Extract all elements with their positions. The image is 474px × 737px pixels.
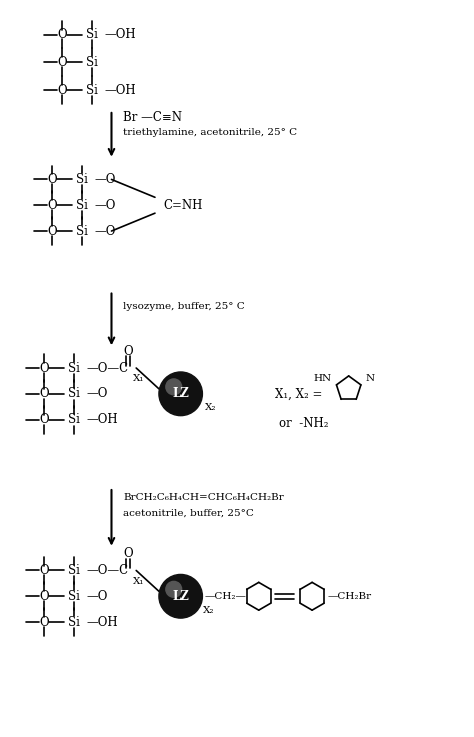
Text: O: O	[39, 362, 49, 374]
Text: —O: —O	[87, 590, 108, 603]
Text: BrCH₂C₆H₄CH=CHC₆H₄CH₂Br: BrCH₂C₆H₄CH=CHC₆H₄CH₂Br	[123, 492, 284, 501]
Text: LZ: LZ	[172, 388, 189, 400]
Text: —OH: —OH	[87, 615, 118, 629]
Text: —CH₂Br: —CH₂Br	[328, 592, 372, 601]
Text: Si: Si	[76, 199, 88, 212]
Text: or  -NH₂: or -NH₂	[280, 417, 329, 430]
Circle shape	[159, 574, 202, 618]
Text: —O: —O	[95, 199, 116, 212]
Text: C=NH: C=NH	[164, 199, 203, 212]
Text: —OH: —OH	[87, 413, 118, 426]
Text: Si: Si	[76, 225, 88, 237]
Text: O: O	[47, 199, 57, 212]
Text: Si: Si	[68, 615, 80, 629]
Text: O: O	[57, 28, 67, 41]
Text: O: O	[123, 345, 133, 357]
Text: —OH: —OH	[105, 28, 136, 41]
Text: Br —C≡N: Br —C≡N	[123, 111, 182, 125]
Text: HN: HN	[314, 374, 332, 383]
Text: —O—C: —O—C	[87, 564, 129, 577]
Text: Si: Si	[68, 413, 80, 426]
Text: Si: Si	[76, 173, 88, 186]
Text: —CH₂—: —CH₂—	[204, 592, 246, 601]
Text: O: O	[47, 225, 57, 237]
Circle shape	[166, 379, 182, 395]
Text: N: N	[365, 374, 374, 383]
Text: lysozyme, buffer, 25° C: lysozyme, buffer, 25° C	[123, 302, 245, 311]
Text: —O: —O	[95, 173, 116, 186]
Text: X₂: X₂	[205, 403, 217, 412]
Text: O: O	[123, 547, 133, 560]
Text: Si: Si	[68, 590, 80, 603]
Circle shape	[159, 372, 202, 416]
Text: acetonitrile, buffer, 25°C: acetonitrile, buffer, 25°C	[123, 509, 254, 517]
Text: O: O	[57, 83, 67, 97]
Text: X₁: X₁	[133, 577, 145, 586]
Text: —OH: —OH	[105, 83, 136, 97]
Text: LZ: LZ	[172, 590, 189, 603]
Text: —O—C: —O—C	[87, 362, 129, 374]
Text: —O: —O	[87, 388, 108, 400]
Text: Si: Si	[86, 28, 98, 41]
Text: O: O	[39, 413, 49, 426]
Text: O: O	[39, 564, 49, 577]
Text: X₁: X₁	[133, 374, 145, 383]
Text: O: O	[39, 590, 49, 603]
Text: Si: Si	[86, 56, 98, 69]
Text: triethylamine, acetonitrile, 25° C: triethylamine, acetonitrile, 25° C	[123, 128, 298, 137]
Text: O: O	[57, 56, 67, 69]
Circle shape	[166, 581, 182, 597]
Text: O: O	[39, 615, 49, 629]
Text: X₂: X₂	[203, 606, 215, 615]
Text: Si: Si	[68, 564, 80, 577]
Text: —O: —O	[95, 225, 116, 237]
Text: Si: Si	[86, 83, 98, 97]
Text: O: O	[47, 173, 57, 186]
Text: Si: Si	[68, 388, 80, 400]
Text: O: O	[39, 388, 49, 400]
Text: Si: Si	[68, 362, 80, 374]
Text: X₁, X₂ =: X₁, X₂ =	[274, 388, 322, 400]
